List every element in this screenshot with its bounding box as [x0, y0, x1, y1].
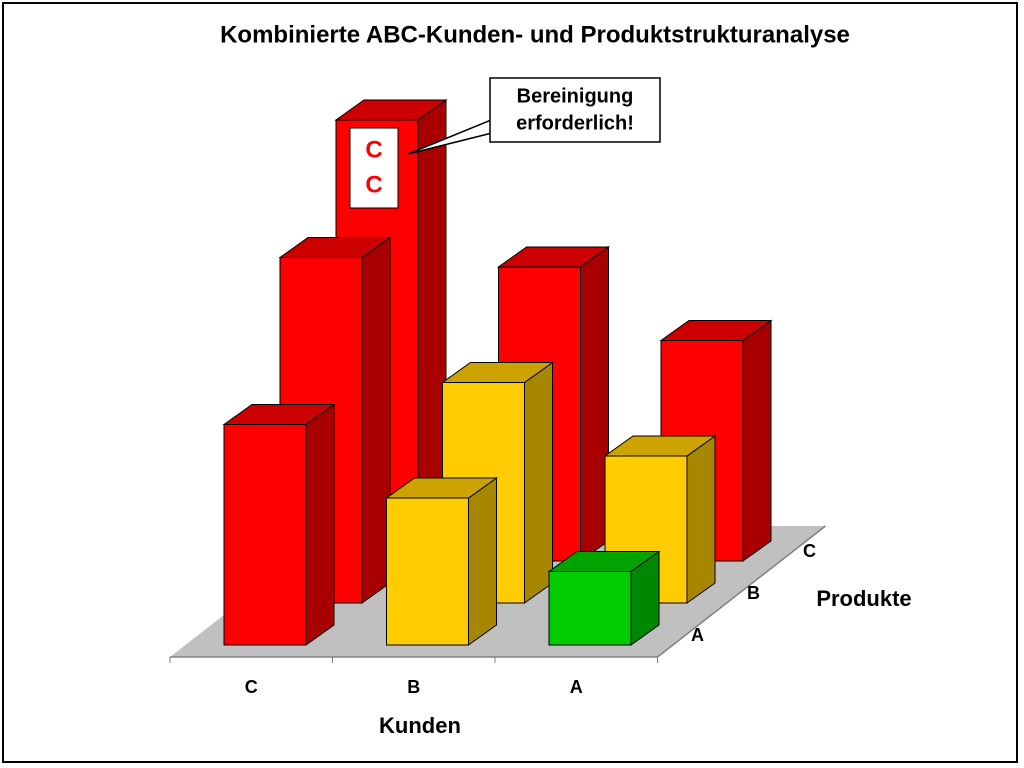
z-axis-line [657, 525, 826, 658]
bar-side [580, 246, 609, 562]
bar-label-box [349, 127, 399, 209]
callout-box [489, 77, 661, 143]
chart-title: Kombinierte ABC-Kunden- und Produktstruk… [220, 21, 850, 48]
z-tick-label: A [691, 625, 704, 645]
bar [386, 497, 469, 646]
bar-side [686, 435, 716, 604]
bar-side [524, 361, 553, 604]
bar-label: C [365, 136, 382, 163]
bar-side [742, 319, 772, 562]
bar [548, 571, 632, 646]
z-tick-label: B [747, 583, 760, 603]
callout-text: erforderlich! [516, 112, 634, 134]
callout-text: Bereinigung [517, 85, 634, 107]
annotations: Bereinigung erforderlich! CC [349, 77, 661, 209]
bar-side [468, 477, 497, 646]
x-tick-label: B [407, 677, 420, 697]
x-axis-title: Kunden [379, 713, 461, 738]
bar [223, 424, 307, 646]
z-axis-title: Produkte [816, 586, 911, 611]
bar-side [361, 236, 391, 604]
x-tick-label: A [570, 677, 583, 697]
bar-side [305, 403, 335, 646]
x-tick-label: C [245, 677, 258, 697]
bar-label: C [365, 171, 382, 198]
plot-area: C B A A B C [169, 99, 826, 697]
z-tick-label: C [803, 541, 816, 561]
